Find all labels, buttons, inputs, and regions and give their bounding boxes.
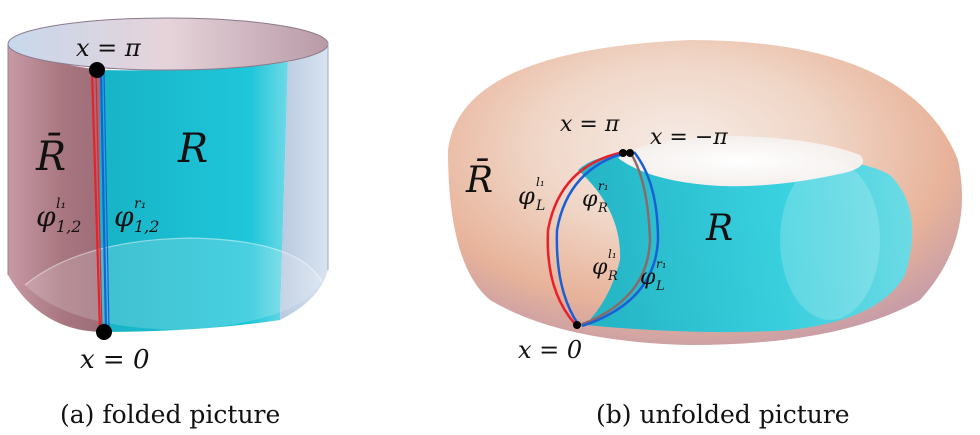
svg-text:φ: φ xyxy=(592,255,608,280)
label-phi-R-l: φ l₁ R xyxy=(592,247,618,284)
label-x-zero: x = 0 xyxy=(518,336,582,364)
phi-R-r-strand xyxy=(555,150,629,325)
torus-right-cap xyxy=(780,160,880,320)
label-region-r: R xyxy=(705,208,733,249)
label-phi-L-r: φ r₁ L xyxy=(640,257,667,294)
cylinder-top-rim xyxy=(7,17,329,71)
torus-region-r xyxy=(578,154,913,333)
label-x-minus-pi: x = −π xyxy=(650,125,728,150)
phi-L-l-strand xyxy=(546,150,625,325)
svg-text:l₁: l₁ xyxy=(536,175,545,189)
phi-R-l-strand xyxy=(579,151,652,327)
svg-text:φ: φ xyxy=(518,182,535,210)
label-region-rbar: R̄ xyxy=(465,158,493,201)
label-region-r: R xyxy=(177,126,208,172)
phi-L-r-strand xyxy=(581,151,660,328)
point-x-zero-dot xyxy=(573,321,581,329)
svg-text:L: L xyxy=(535,198,545,214)
svg-text:l₁: l₁ xyxy=(56,196,66,212)
svg-text:r₁: r₁ xyxy=(598,179,609,193)
label-x-zero: x = 0 xyxy=(80,345,150,375)
cylinder-edge-strip xyxy=(280,42,328,320)
cylinder-bottom-rim xyxy=(24,237,323,286)
svg-text:1,2: 1,2 xyxy=(134,217,159,236)
svg-text:φ: φ xyxy=(114,200,134,233)
point-x-pi-dot xyxy=(619,149,627,157)
cylinder-region-r xyxy=(100,62,288,332)
panel-b-unfolded-torus: x = π x = −π x = 0 R̄ R φ l₁ L φ r₁ R φ … xyxy=(448,40,963,429)
point-x-zero-dot xyxy=(96,324,112,340)
panel-a-folded-cylinder: x = π x = 0 R̄ R φ l₁ 1,2 φ r₁ 1,2 (a) f… xyxy=(7,17,329,429)
label-phi-L-l: φ l₁ L xyxy=(518,175,545,214)
svg-text:r₁: r₁ xyxy=(134,196,146,212)
svg-text:l₁: l₁ xyxy=(608,247,617,261)
point-x-pi-dot xyxy=(89,62,105,78)
caption-b: (b) unfolded picture xyxy=(596,400,850,429)
phi-blue-strand xyxy=(99,71,110,331)
torus-hole xyxy=(618,136,864,187)
svg-text:r₁: r₁ xyxy=(656,257,667,271)
svg-text:R: R xyxy=(597,201,608,216)
label-phi-R-r: φ r₁ R xyxy=(582,179,609,216)
svg-text:1,2: 1,2 xyxy=(56,217,81,236)
svg-text:φ: φ xyxy=(36,200,56,233)
label-x-pi: x = π xyxy=(76,34,142,62)
phi-red-strand xyxy=(90,71,103,331)
label-region-rbar: R̄ xyxy=(35,133,66,180)
point-x-minus-pi-dot xyxy=(626,149,634,157)
caption-a: (a) folded picture xyxy=(60,400,280,429)
svg-text:L: L xyxy=(655,279,665,294)
label-phi-blue: φ r₁ 1,2 xyxy=(114,196,159,236)
label-phi-red: φ l₁ 1,2 xyxy=(36,196,81,236)
svg-text:R: R xyxy=(607,269,618,284)
svg-text:φ: φ xyxy=(640,265,656,290)
cylinder-region-rbar xyxy=(8,45,100,332)
svg-text:φ: φ xyxy=(582,187,598,212)
label-x-pi: x = π xyxy=(560,112,620,137)
